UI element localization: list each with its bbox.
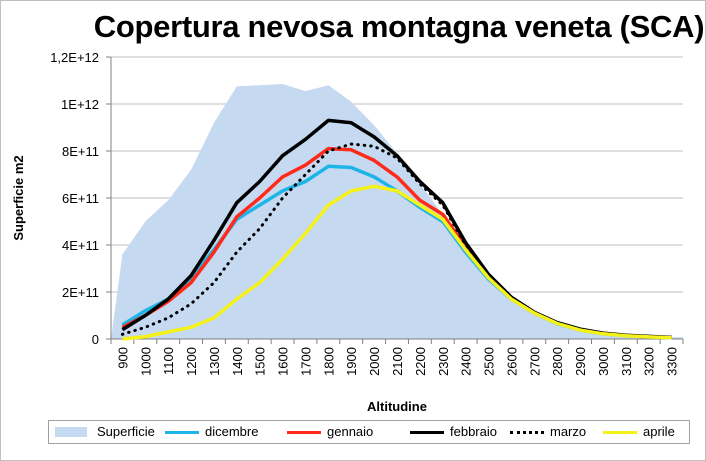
x-tick-label: 1800 (321, 347, 336, 376)
x-tick-label: 1000 (138, 347, 153, 376)
y-tick-label: 6E+11 (62, 191, 99, 206)
x-axis-title: Altitudine (367, 399, 427, 414)
x-tick-label: 1500 (253, 347, 268, 376)
x-tick-label: 2800 (550, 347, 565, 376)
legend-label-dicembre: dicembre (205, 424, 259, 439)
legend-symbol-febbraio (410, 431, 444, 434)
chart-title: Copertura nevosa montagna veneta (SCA) (93, 9, 705, 44)
y-tick-label: 4E+11 (62, 238, 99, 253)
x-tick-label: 3000 (596, 347, 611, 376)
series-area-superficie (111, 84, 683, 339)
chart-legend: Superficie dicembre gennaio febbraio marzo ap… (48, 420, 690, 444)
x-tick-label: 1100 (161, 347, 176, 375)
y-tick-label: 1,2E+12 (50, 50, 99, 65)
y-tick-label: 0 (92, 332, 99, 347)
legend-symbol-aprile (603, 431, 637, 434)
legend-symbol-dicembre (165, 431, 199, 434)
legend-symbol-marzo (510, 431, 544, 434)
x-tick-label: 3300 (665, 347, 680, 376)
x-tick-label: 2900 (573, 347, 588, 376)
x-tick-label: 3100 (619, 347, 634, 376)
x-tick-label: 2700 (527, 347, 542, 376)
x-tick-label: 2600 (504, 347, 519, 376)
x-tick-label: 3200 (642, 347, 657, 376)
x-tick-label: 2000 (367, 347, 382, 376)
x-tick-label: 1200 (184, 347, 199, 376)
legend-symbol-superficie (55, 427, 87, 437)
x-tick-label: 900 (115, 347, 130, 369)
series-line-aprile (122, 184, 672, 341)
legend-label-marzo: marzo (550, 424, 587, 439)
y-tick-label: 8E+11 (62, 144, 99, 159)
x-tick-label: 2200 (413, 347, 428, 376)
y-axis-title: Superficie m2 (11, 155, 26, 240)
legend-label-gennaio: gennaio (327, 424, 374, 439)
x-tick-label: 1600 (276, 347, 291, 376)
legend-symbol-gennaio (287, 431, 321, 434)
legend-label-febbraio: febbraio (450, 424, 497, 439)
legend-label-superficie: Superficie (97, 424, 155, 439)
x-tick-label: 2500 (482, 347, 497, 376)
legend-label-aprile: aprile (643, 424, 675, 439)
x-tick-label: 2100 (390, 347, 405, 376)
x-tick-label: 1900 (344, 347, 359, 376)
x-tick-label: 2400 (459, 347, 474, 376)
y-tick-label: 2E+11 (62, 285, 99, 300)
x-tick-label: 1700 (298, 347, 313, 376)
y-tick-label: 1E+12 (61, 97, 99, 112)
x-tick-label: 2300 (436, 347, 451, 376)
x-tick-label: 1300 (207, 347, 222, 376)
x-tick-label: 1400 (230, 347, 245, 376)
